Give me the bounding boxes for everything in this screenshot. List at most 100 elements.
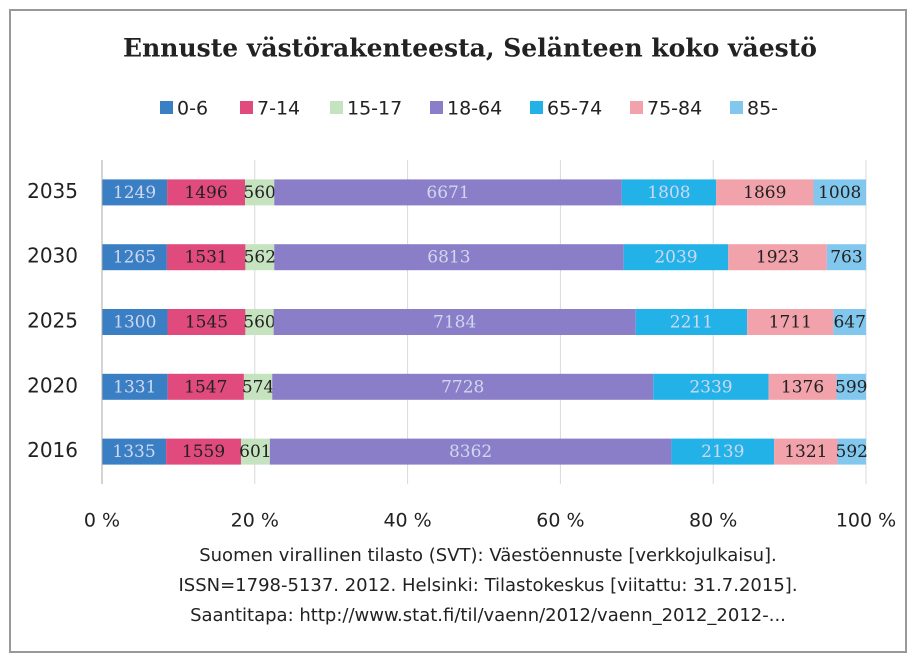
bar-segment (167, 179, 246, 206)
bar-segment (274, 244, 624, 271)
bar-segment (166, 244, 246, 271)
bar-segment (774, 438, 838, 465)
bar-segment (269, 438, 672, 465)
data-label: 1331 (113, 377, 156, 397)
x-tick-label: 80 % (689, 510, 737, 532)
x-tick-label: 40 % (383, 510, 431, 532)
bar-segment (747, 309, 834, 335)
legend-label: 75-84 (647, 98, 702, 120)
data-label: 1321 (784, 442, 827, 462)
data-label: 1808 (647, 183, 690, 203)
bar-segment (245, 179, 275, 206)
legend-label: 15-17 (347, 98, 402, 120)
bar-segment (273, 309, 636, 335)
bar-segment (768, 373, 837, 400)
chart-title: Ennuste västörakenteesta, Selänteen koko… (123, 34, 817, 63)
data-label: 601 (239, 442, 271, 462)
data-label: 2039 (654, 248, 697, 268)
x-tick-label: 20 % (231, 510, 279, 532)
legend-swatch (430, 101, 443, 114)
data-label: 1249 (113, 183, 156, 203)
legend-label: 65-74 (547, 98, 602, 120)
data-label: 1923 (756, 248, 799, 268)
bar-segment (245, 244, 275, 271)
bar-segment (272, 373, 654, 400)
legend-swatch (240, 101, 253, 114)
data-label: 647 (833, 313, 865, 333)
data-label: 2211 (670, 313, 713, 333)
bar-segment (836, 373, 866, 400)
y-tick-label: 2035 (27, 179, 78, 203)
bar-segment (167, 309, 246, 335)
data-label: 1531 (185, 248, 228, 268)
data-label: 7728 (441, 377, 484, 397)
source-note: Saantitapa: http://www.stat.fi/til/vaenn… (190, 605, 786, 626)
data-label: 599 (835, 377, 867, 397)
data-label: 560 (243, 313, 275, 333)
bar-segment (102, 438, 167, 465)
data-label: 1869 (743, 183, 786, 203)
bar-segment (245, 309, 274, 335)
data-label: 1376 (781, 377, 824, 397)
data-label: 8362 (449, 442, 492, 462)
legend-label: 85- (747, 98, 778, 120)
bar-segment (635, 309, 748, 335)
x-tick-label: 100 % (836, 510, 896, 532)
bar-segment (653, 373, 769, 400)
legend-swatch (160, 101, 173, 114)
bar-segment (102, 179, 168, 206)
data-label: 1547 (184, 377, 227, 397)
legend-swatch (630, 101, 643, 114)
x-tick-label: 0 % (84, 510, 120, 532)
data-label: 2339 (689, 377, 732, 397)
bar-segment (102, 373, 168, 400)
bar-segment (813, 179, 866, 206)
bar-segment (102, 244, 167, 271)
bar-segment (274, 179, 622, 206)
data-label: 1008 (818, 183, 861, 203)
y-tick-label: 2025 (27, 309, 78, 333)
data-label: 6671 (426, 183, 469, 203)
data-label: 560 (243, 183, 275, 203)
legend-swatch (730, 101, 743, 114)
y-tick-label: 2020 (27, 373, 78, 397)
data-label: 7184 (433, 313, 476, 333)
data-label: 1265 (113, 248, 156, 268)
bar-segment (623, 244, 729, 271)
bar-segment (166, 438, 241, 465)
legend-label: 7-14 (257, 98, 300, 120)
data-label: 1545 (185, 313, 228, 333)
data-label: 2139 (701, 442, 744, 462)
bar-segment (728, 244, 827, 271)
data-label: 562 (244, 248, 276, 268)
bar-segment (837, 438, 866, 465)
source-note: ISSN=1798-5137. 2012. Helsinki: Tilastok… (178, 575, 797, 596)
data-label: 592 (836, 442, 868, 462)
y-tick-label: 2030 (27, 244, 78, 268)
data-label: 1300 (113, 313, 156, 333)
bar-segment (621, 179, 717, 206)
y-tick-label: 2016 (27, 438, 78, 462)
legend-swatch (330, 101, 343, 114)
data-label: 1559 (182, 442, 225, 462)
bar-segment (243, 373, 273, 400)
data-label: 763 (830, 248, 862, 268)
data-label: 1711 (769, 313, 812, 333)
bar-segment (240, 438, 270, 465)
data-label: 6813 (427, 248, 470, 268)
bar-segment (671, 438, 775, 465)
legend-label: 18-64 (447, 98, 502, 120)
data-label: 1335 (112, 442, 155, 462)
legend-swatch (530, 101, 543, 114)
legend-label: 0-6 (177, 98, 208, 120)
data-label: 574 (242, 377, 274, 397)
bar-segment (167, 373, 244, 400)
source-note: Suomen virallinen tilasto (SVT): Väestöe… (199, 545, 777, 566)
data-label: 1496 (184, 183, 227, 203)
bar-segment (833, 309, 866, 335)
bar-segment (716, 179, 814, 206)
bar-segment (826, 244, 866, 271)
x-tick-label: 60 % (536, 510, 584, 532)
bar-segment (102, 309, 168, 335)
